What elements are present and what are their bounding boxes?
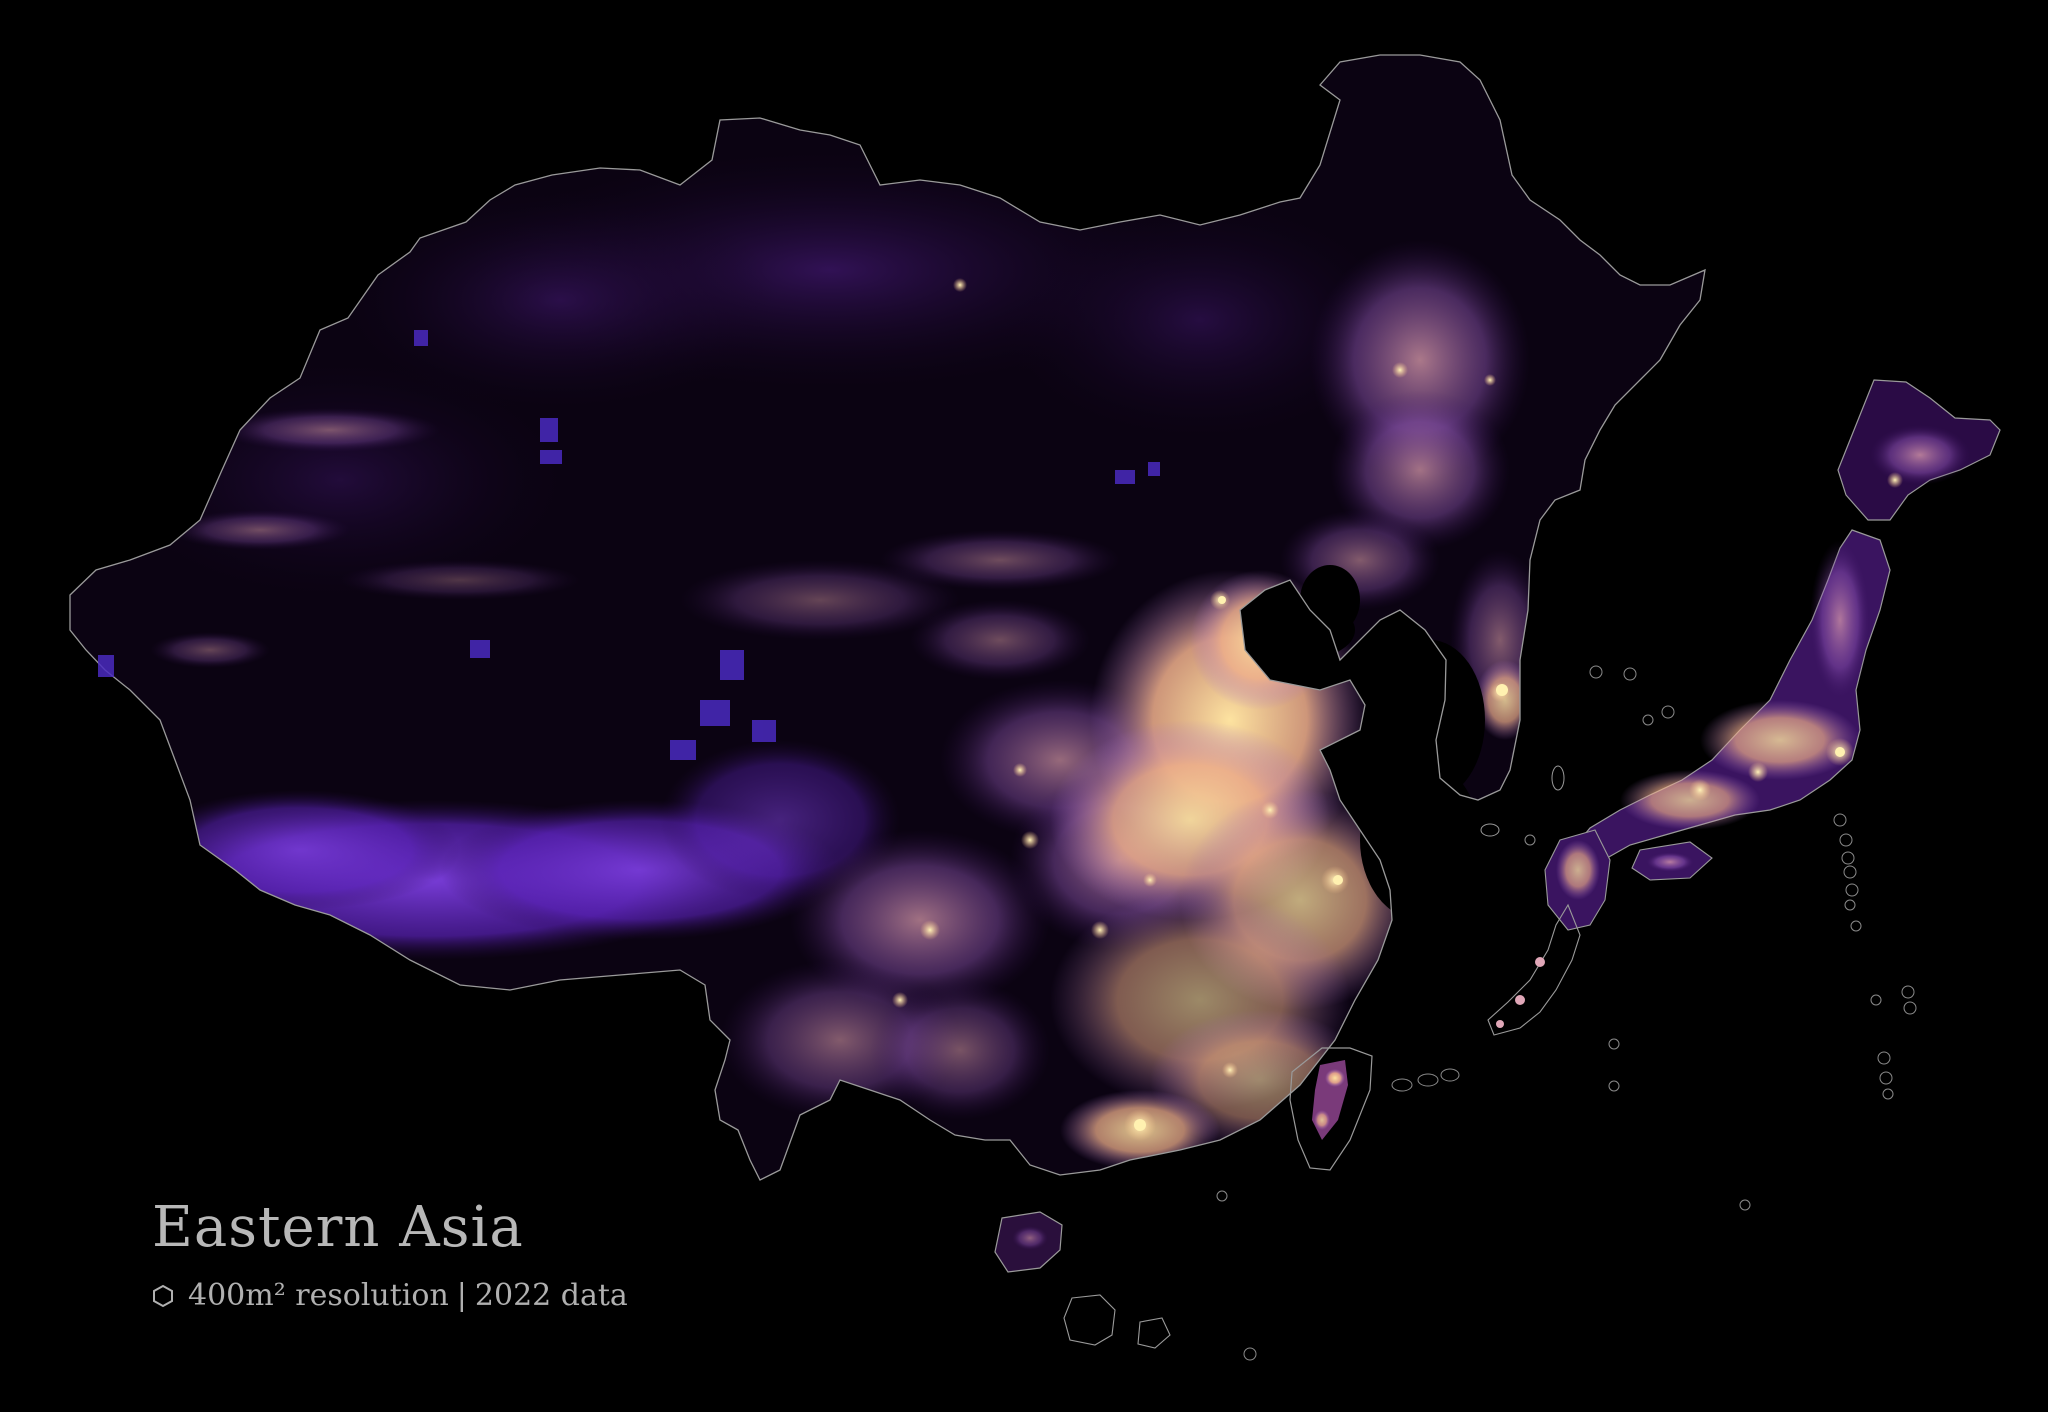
map-title: Eastern Asia [152, 1195, 524, 1260]
map-title-block: Eastern Asia 400m² resolution | 2022 dat… [152, 1195, 628, 1314]
resolution-label: 400m² resolution [188, 1278, 449, 1313]
data-year-label: 2022 data [474, 1278, 628, 1313]
japan-islands [1063, 379, 2001, 1361]
protected-area-patches [98, 330, 1160, 760]
subtitle-separator: | [456, 1278, 467, 1313]
taiwan-island [1289, 1047, 1373, 1171]
mainland-landmass [69, 54, 1706, 1181]
map-subtitle: 400m² resolution | 2022 data [152, 1278, 628, 1313]
hexagon-icon [153, 1284, 173, 1307]
